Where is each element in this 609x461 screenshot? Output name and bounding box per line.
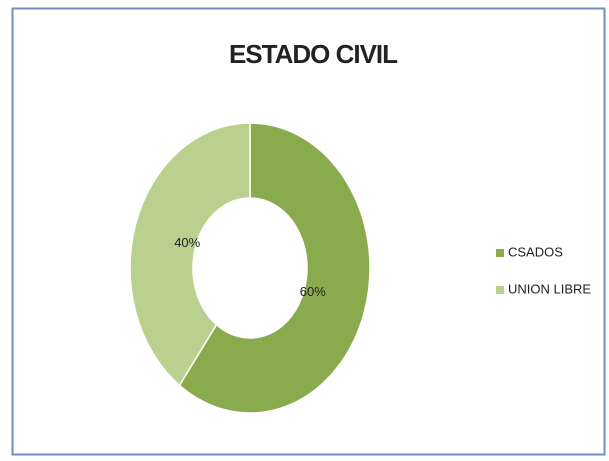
legend-swatch [496, 249, 504, 257]
legend-label: UNION LIBRE [508, 281, 591, 296]
chart-title: ESTADO CIVIL [229, 39, 398, 69]
data-label: 60% [300, 284, 326, 299]
data-label: 40% [174, 235, 200, 250]
doughnut-slice [178, 122, 371, 414]
doughnut-slice [129, 122, 251, 387]
legend-label: CSADOS [508, 244, 563, 259]
legend-swatch [496, 286, 504, 294]
